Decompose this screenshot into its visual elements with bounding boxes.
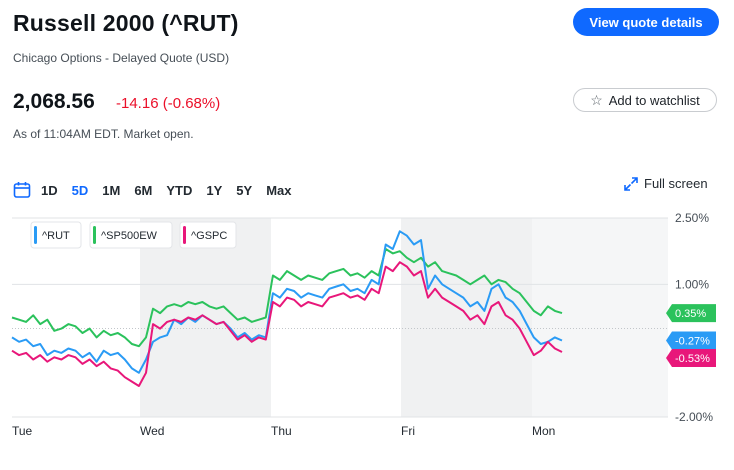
price-change: -14.16 (-0.68%) [116,95,221,112]
current-price: 2,068.56 [13,90,95,113]
range-1d[interactable]: 1D [41,182,58,198]
y-tick-label: 1.00% [675,277,709,291]
legend-item-rut: ^RUT [30,221,82,249]
range-5y[interactable]: 5Y [236,182,253,198]
y-axis-labels: 2.50% 1.00% -2.00% [675,211,713,424]
range-max[interactable]: Max [266,182,292,198]
range-ytd[interactable]: YTD [166,182,193,198]
legend-label: ^SP500EW [101,230,158,242]
range-5d[interactable]: 5D [71,182,89,198]
x-tick-label: Fri [401,424,415,438]
quote-source: Chicago Options - Delayed Quote (USD) [13,51,230,65]
full-screen-label: Full screen [644,176,708,191]
legend-label: ^GSPC [191,230,227,242]
x-tick-label: Mon [532,424,555,438]
watchlist-label: Add to watchlist [608,92,700,108]
badge-label: -0.27% [675,335,710,347]
series-line-rut [11,230,563,374]
full-screen-button[interactable]: Full screen [624,176,708,191]
badge-label: 0.35% [675,308,706,320]
range-1m[interactable]: 1M [102,182,121,198]
calendar-icon[interactable] [13,181,31,199]
expand-icon [624,176,638,191]
x-tick-label: Thu [271,424,292,438]
day-bands [12,218,668,417]
star-icon: ☆ [590,91,603,108]
range-6m[interactable]: 6M [134,182,153,198]
x-tick-label: Wed [140,424,164,438]
series-line-gspc [11,261,563,387]
range-selector: 1D 5D 1M 6M YTD 1Y 5Y Max [13,181,305,199]
legend-item-gspc: ^GSPC [179,221,237,249]
legend-item-sp500ew: ^SP500EW [89,221,173,249]
view-quote-details-button[interactable]: View quote details [573,8,719,36]
badge-label: -0.53% [675,353,710,365]
y-tick-label: -2.00% [675,410,713,424]
series-line-sp500ew [11,248,563,348]
x-axis-labels: Tue Wed Thu Fri Mon [12,424,555,438]
range-1y[interactable]: 1Y [206,182,223,198]
legend-label: ^RUT [42,230,70,242]
quote-timestamp: As of 11:04AM EDT. Market open. [13,127,194,141]
badge-gspc: -0.53% [666,348,716,367]
legend: ^RUT ^SP500EW ^GSPC [30,221,237,249]
last-value-badges: 0.35% -0.27% -0.53% [666,304,716,367]
comparison-chart[interactable]: 2.50% 1.00% -2.00% Tue Wed Thu Fri Mon ^RUT ^SP… [0,205,734,470]
series-lines [11,230,563,387]
y-tick-label: 2.50% [675,211,709,225]
badge-sp500ew: 0.35% [666,304,716,323]
page-title: Russell 2000 (^RUT) [13,10,239,36]
add-to-watchlist-button[interactable]: ☆ Add to watchlist [573,88,717,112]
x-tick-label: Tue [12,424,33,438]
badge-rut: -0.27% [666,331,716,350]
day-band-1 [401,218,532,417]
